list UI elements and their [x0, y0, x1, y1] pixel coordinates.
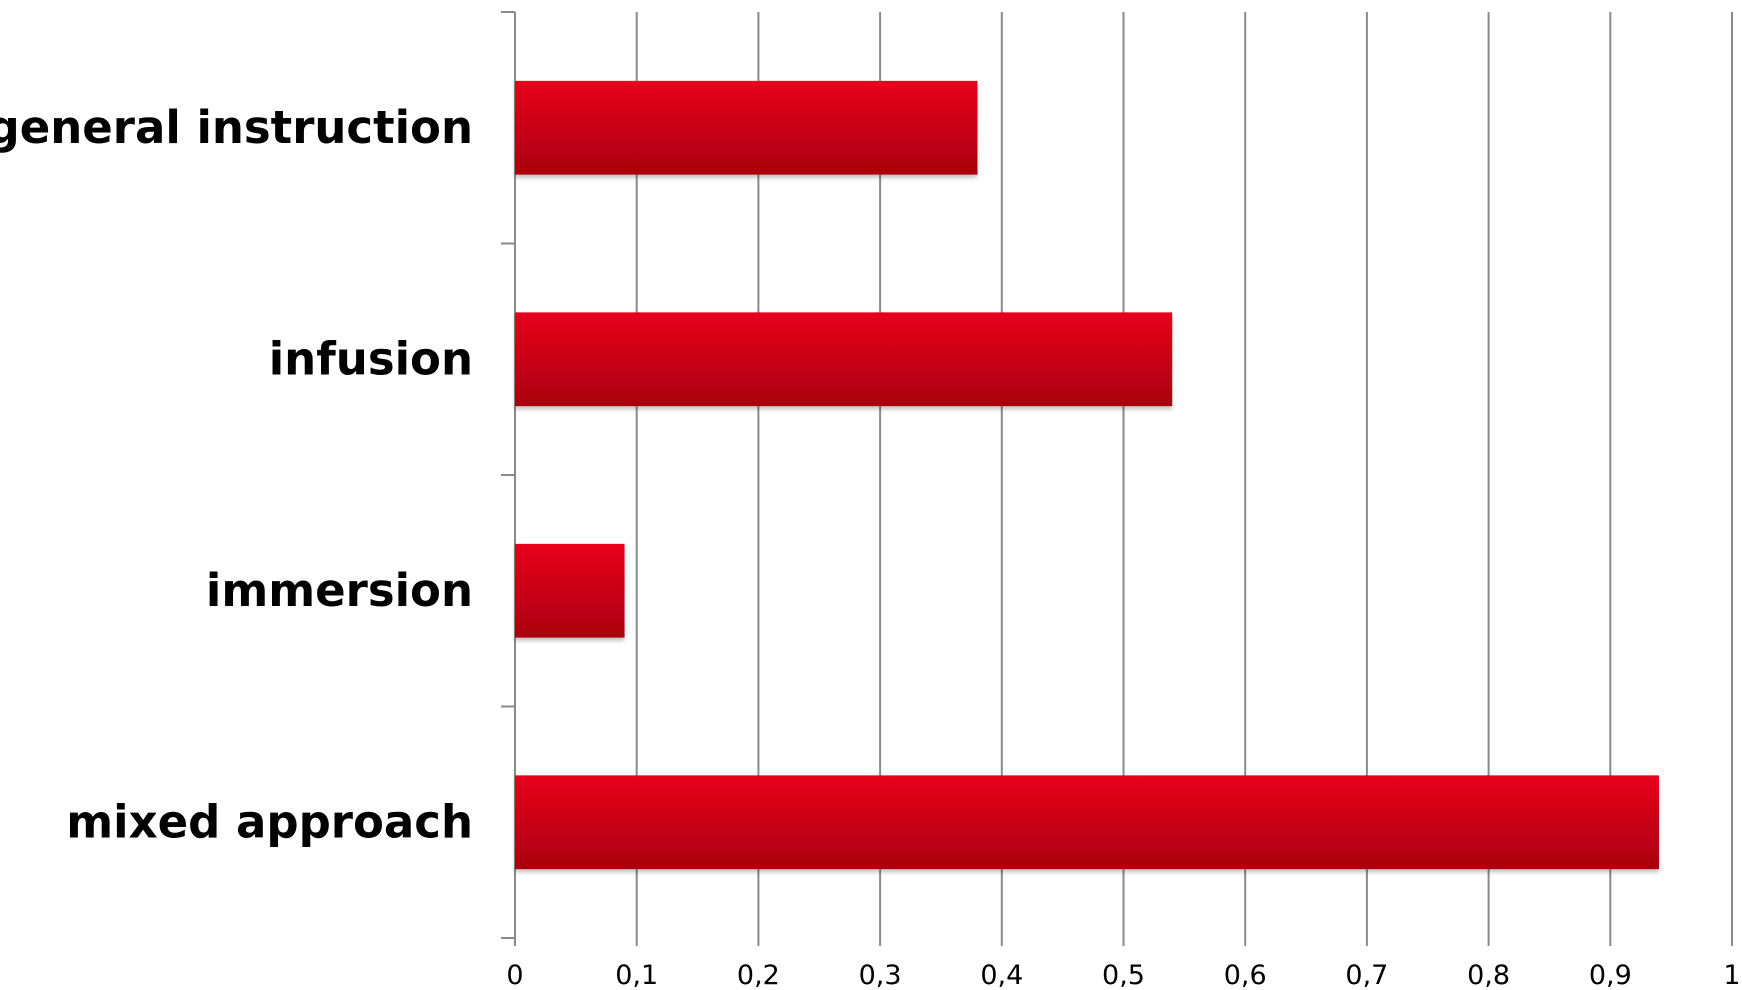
x-tick-label: 0,5	[1102, 960, 1145, 990]
category-label: immersion	[206, 564, 473, 617]
bar	[515, 543, 625, 638]
category-label: general instruction	[0, 101, 473, 154]
bar	[515, 775, 1659, 870]
x-tick-label: 0,1	[615, 960, 658, 990]
x-tick-label: 0,6	[1224, 960, 1267, 990]
x-tick-label: 1	[1723, 960, 1740, 990]
category-label: mixed approach	[66, 795, 473, 848]
x-tick-labels: 0 0,1 0,2 0,3 0,4 0,5 0,6 0,7 0,8 0,9 1	[506, 960, 1740, 990]
x-tick-label: 0,7	[1345, 960, 1388, 990]
x-tick-label: 0,9	[1589, 960, 1632, 990]
category-label: infusion	[269, 332, 473, 385]
bar	[515, 80, 978, 175]
x-tick-label: 0	[506, 960, 523, 990]
bars	[515, 80, 1659, 870]
category-labels: general instruction infusion immersion mixe…	[0, 101, 473, 849]
x-tick-label: 0,3	[859, 960, 902, 990]
x-tick-label: 0,2	[737, 960, 780, 990]
bar	[515, 312, 1173, 407]
x-tick-label: 0,8	[1467, 960, 1510, 990]
x-tick-label: 0,4	[980, 960, 1023, 990]
